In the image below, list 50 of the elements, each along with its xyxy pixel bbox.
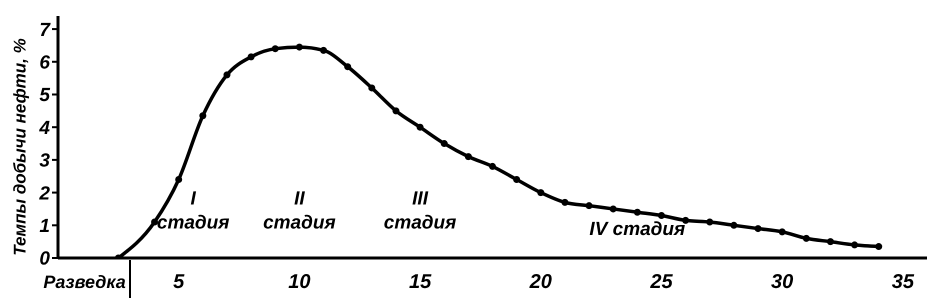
point <box>537 189 544 196</box>
point <box>586 202 593 210</box>
point <box>199 112 206 120</box>
point <box>175 176 182 184</box>
y-tick-label: 2 <box>38 183 50 204</box>
x-tick-label: 10 <box>288 271 311 293</box>
x-tick-label: 20 <box>528 271 552 293</box>
point <box>464 153 472 160</box>
point <box>272 45 279 52</box>
point <box>368 84 376 92</box>
point <box>489 162 496 170</box>
y-tick-label: 4 <box>38 118 50 139</box>
annotation: IV стадия <box>589 219 686 240</box>
point <box>561 198 568 206</box>
x-tick-label: 15 <box>408 271 432 293</box>
point <box>513 176 520 184</box>
x-tick-label: 30 <box>771 271 794 293</box>
point <box>392 107 400 114</box>
x-tick-label: Разведка <box>43 272 126 292</box>
y-tick-label: 3 <box>39 150 50 172</box>
point <box>778 228 786 236</box>
y-tick-label: 6 <box>39 52 50 74</box>
point <box>802 234 810 242</box>
point <box>754 225 762 232</box>
point <box>875 243 882 250</box>
point <box>248 53 255 60</box>
y-tick-label: 7 <box>39 20 52 41</box>
point <box>658 212 665 219</box>
point <box>634 208 641 216</box>
point <box>416 124 424 131</box>
annotation: II стадия <box>263 188 336 234</box>
annotation: III стадия <box>384 188 456 234</box>
x-tick-label: 5 <box>173 271 186 293</box>
x-tick-label: 25 <box>649 271 674 293</box>
point <box>610 205 617 212</box>
y-axis-title: Темпы добычи нефти, % <box>10 38 30 256</box>
x-tick-label: 35 <box>892 271 915 293</box>
point <box>296 44 303 51</box>
point <box>344 63 352 70</box>
point <box>730 222 738 229</box>
point <box>440 140 448 148</box>
y-tick-label: 0 <box>39 248 50 270</box>
point <box>223 71 230 78</box>
point <box>826 238 834 246</box>
y-tick-label: 1 <box>39 216 50 238</box>
y-tick-label: 5 <box>39 85 50 106</box>
point <box>851 241 858 248</box>
annotation: I стадия <box>156 188 230 234</box>
point <box>706 218 714 226</box>
point <box>320 46 328 54</box>
